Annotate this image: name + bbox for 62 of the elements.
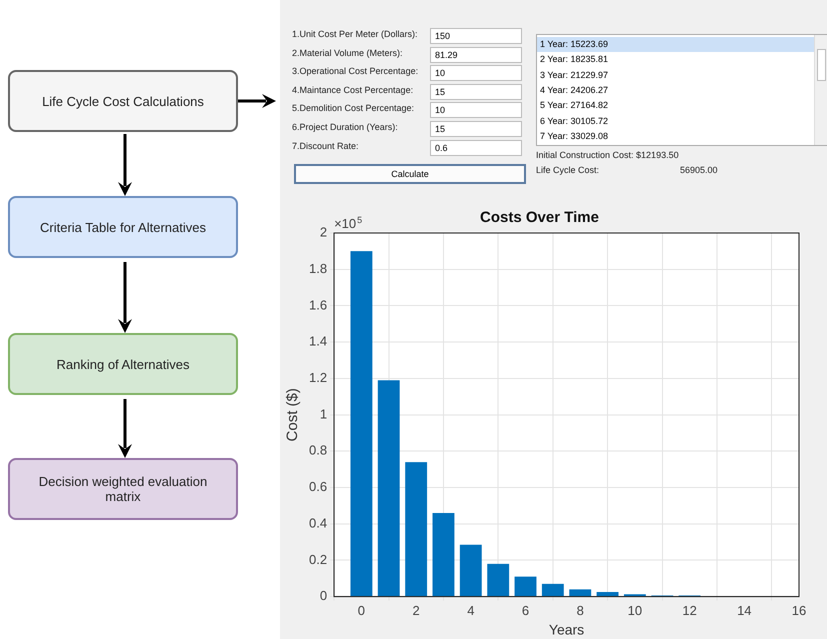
bar: [432, 512, 454, 596]
text: Initial Construction Cost: $12193.50: [536, 150, 679, 160]
text: 2.Material Volume (Meters):: [292, 48, 403, 58]
text: 10: [430, 65, 522, 82]
text: 15: [430, 84, 522, 100]
bar: [350, 251, 372, 596]
text: Ranking of Alternatives: [8, 333, 238, 395]
bar: [569, 589, 592, 596]
bar: [405, 462, 428, 596]
y-axis-title: Cost ($): [284, 388, 302, 442]
x-tick-label: 0: [358, 602, 366, 618]
y-tick-label: 1: [320, 406, 328, 422]
text: Decision weighted evaluation matrix: [8, 458, 238, 520]
text: 3 Year: 21229.97: [539, 68, 610, 82]
text: 1 Year: 15223.69: [537, 37, 816, 52]
y-tick-label: 2: [320, 224, 328, 240]
text: Life Cycle Cost Calculations: [8, 70, 238, 132]
x-tick-label: 8: [576, 602, 584, 618]
x-tick-label: 2: [412, 602, 420, 618]
text: 81.29: [430, 46, 522, 63]
x-tick-label: 14: [737, 602, 752, 618]
y-tick-label: 0: [320, 588, 328, 604]
y-tick-label: 0.6: [308, 479, 328, 494]
text: 1.Unit Cost Per Meter (Dollars):: [292, 29, 418, 39]
text: 5 Year: 27164.82: [539, 99, 610, 112]
text: 6 Year: 30105.72: [539, 114, 610, 128]
text: 56905.00: [680, 165, 718, 175]
y-tick-label: 1.4: [308, 334, 328, 349]
text: 15: [430, 121, 522, 137]
bar: [514, 576, 536, 596]
text: Life Cycle Cost:: [536, 165, 600, 175]
y-tick-label: 1.6: [308, 297, 328, 312]
text: Calculate: [294, 164, 526, 184]
x-axis-title: Years: [548, 621, 584, 638]
bar: [542, 584, 564, 596]
text: 7 Year: 33029.08: [539, 130, 610, 143]
y-tick-label: 1.8: [308, 260, 328, 276]
bar: [460, 544, 482, 596]
text: 4 Year: 24206.27: [539, 84, 610, 97]
x-tick-label: 12: [682, 602, 697, 618]
text: 10: [430, 102, 522, 118]
y-tick-label: 0.8: [308, 442, 328, 458]
y-tick-label: 0.2: [308, 552, 328, 567]
text: 4.Maintance Cost Percentage:: [292, 84, 414, 95]
text: 150: [430, 28, 522, 44]
x-tick-label: 4: [467, 602, 474, 618]
text: 3.Operational Cost Percentage:: [292, 66, 418, 76]
x-tick-label: 6: [522, 602, 530, 618]
text: 6.Project Duration (Years):: [292, 122, 398, 132]
bar: [596, 592, 618, 596]
text: 5.Demolition Cost Percentage:: [292, 103, 414, 114]
y-tick-label: 1.2: [308, 370, 328, 386]
text: Criteria Table for Alternatives: [8, 196, 238, 258]
bar: [378, 380, 400, 596]
x-tick-label: 10: [628, 602, 642, 618]
x-tick-label: 16: [792, 602, 806, 618]
chart-title: Costs Over Time: [480, 209, 599, 226]
text: 0.6: [430, 140, 522, 156]
text: 2 Year: 18235.81: [539, 53, 610, 66]
bar: [487, 564, 510, 596]
y-tick-label: 0.4: [308, 515, 328, 530]
text: 7.Discount Rate:: [292, 140, 359, 151]
